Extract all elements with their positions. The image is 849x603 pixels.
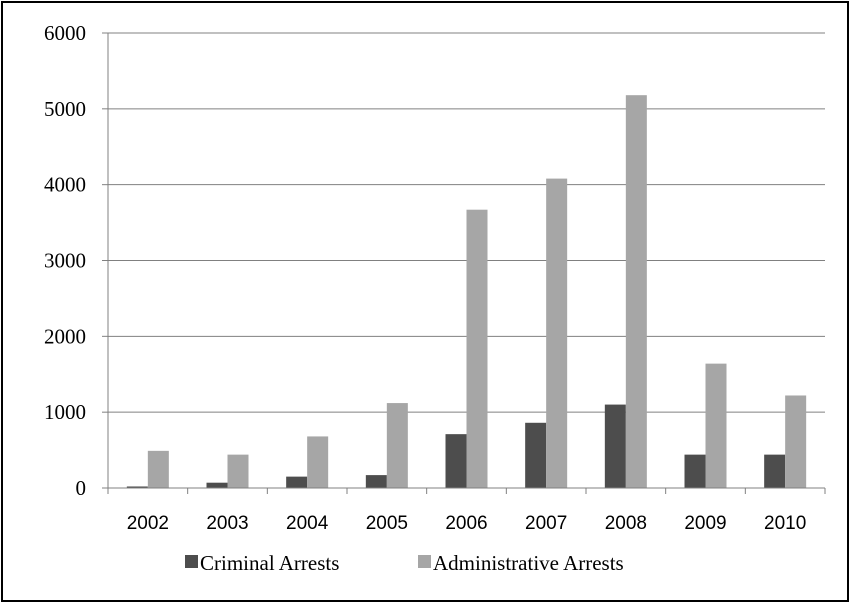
bar-criminal-arrests-2003 [206, 482, 228, 488]
bar-criminal-arrests-2002 [126, 486, 148, 488]
bars [126, 95, 807, 489]
y-tick-label-0: 0 [76, 476, 87, 500]
bar-administrative-arrests-2008 [625, 95, 647, 488]
y-tick-label-1000: 1000 [44, 400, 86, 424]
y-tick-label-2000: 2000 [44, 324, 86, 348]
x-tick-label-2005: 2005 [366, 513, 408, 534]
y-tick-labels: 0 1000 2000 3000 4000 5000 6000 [44, 21, 86, 500]
bar-administrative-arrests-2007 [546, 178, 568, 488]
bar-administrative-arrests-2004 [307, 436, 329, 488]
y-tick-label-4000: 4000 [44, 173, 86, 197]
bar-administrative-arrests-2005 [386, 403, 408, 488]
y-tick-label-6000: 6000 [44, 21, 86, 45]
bar-criminal-arrests-2004 [286, 476, 308, 488]
x-tick-label-2004: 2004 [286, 513, 329, 534]
x-tick-label-2009: 2009 [684, 513, 726, 534]
legend-swatch-administrative-arrests [418, 555, 431, 568]
bar-criminal-arrests-2007 [525, 422, 547, 488]
legend: Criminal Arrests Administrative Arrests [185, 551, 624, 575]
x-tick-label-2002: 2002 [127, 513, 169, 534]
x-tick-labels: 2002 2003 2004 2005 2006 2007 2008 2009 2010 [127, 513, 807, 534]
bar-criminal-arrests-2006 [445, 434, 467, 488]
legend-label-criminal-arrests: Criminal Arrests [200, 551, 339, 575]
bar-administrative-arrests-2009 [705, 363, 727, 488]
legend-label-administrative-arrests: Administrative Arrests [433, 551, 624, 575]
x-tick-label-2003: 2003 [206, 513, 248, 534]
bar-criminal-arrests-2005 [365, 475, 387, 488]
y-tick-label-5000: 5000 [44, 97, 86, 121]
bar-administrative-arrests-2002 [147, 450, 169, 488]
bar-criminal-arrests-2010 [764, 454, 786, 488]
bar-administrative-arrests-2006 [466, 209, 488, 489]
y-tick-label-3000: 3000 [44, 249, 86, 273]
x-tick-label-2006: 2006 [445, 513, 487, 534]
bar-administrative-arrests-2010 [785, 395, 807, 488]
bar-administrative-arrests-2003 [227, 454, 249, 488]
x-tick-label-2007: 2007 [525, 513, 567, 534]
legend-swatch-criminal-arrests [185, 555, 198, 568]
axes [102, 32, 826, 494]
x-tick-label-2008: 2008 [605, 513, 647, 534]
x-tick-label-2010: 2010 [764, 513, 806, 534]
bar-criminal-arrests-2009 [684, 454, 706, 488]
bar-criminal-arrests-2008 [604, 404, 626, 488]
